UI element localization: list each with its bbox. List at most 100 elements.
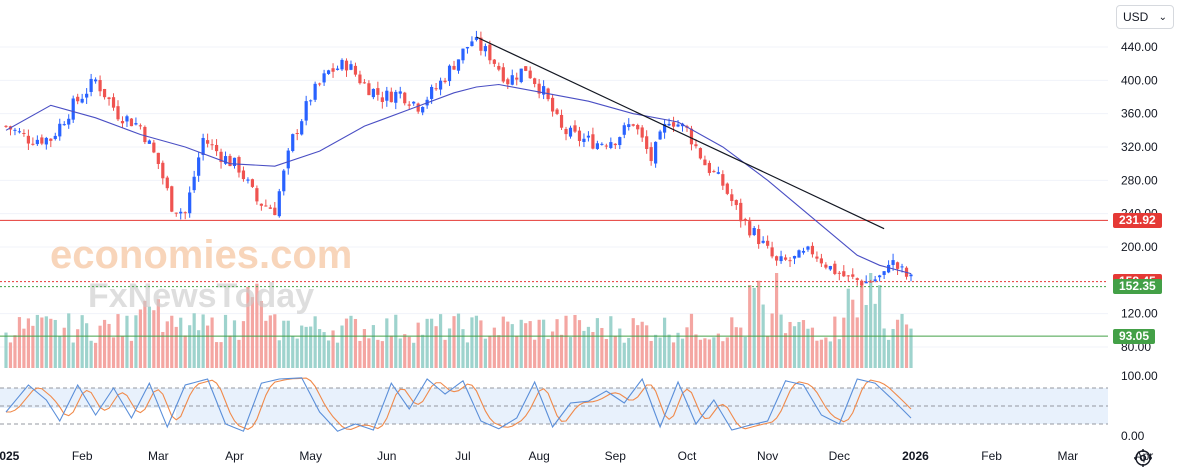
currency-selector[interactable]: USD ⌄	[1116, 5, 1174, 29]
stochastic-panel-mask	[0, 408, 176, 442]
candle	[264, 205, 268, 207]
x-tick-label: Jul	[455, 449, 470, 463]
volume-bar	[403, 334, 407, 368]
volume-bar	[255, 283, 259, 368]
volume-bar	[470, 317, 474, 368]
volume-bar	[904, 324, 909, 368]
volume-bar	[223, 314, 228, 368]
candle	[358, 74, 362, 84]
volume-bar	[134, 315, 138, 368]
candle	[380, 97, 384, 102]
candle	[568, 127, 573, 137]
volume-bar	[35, 314, 39, 368]
candle	[102, 88, 107, 98]
candle	[430, 86, 434, 99]
candle	[752, 228, 756, 236]
candles	[4, 30, 913, 288]
candle	[188, 192, 192, 214]
candle	[452, 65, 456, 70]
volume-bar	[694, 334, 698, 368]
stochastic-tick-label: 100.00	[1121, 369, 1158, 383]
volume-bar	[318, 329, 322, 368]
candle	[515, 77, 519, 80]
candle	[407, 104, 411, 106]
volume-bar	[806, 328, 810, 368]
candle	[837, 272, 841, 274]
volume-bar	[407, 336, 411, 368]
candle	[582, 138, 586, 143]
watermark-economies: economies.com	[50, 233, 352, 277]
volume-bar	[447, 328, 452, 368]
candle	[143, 126, 147, 143]
volume-bar	[394, 314, 398, 368]
volume-bar	[792, 326, 797, 368]
gear-icon[interactable]	[1132, 447, 1154, 469]
candle	[138, 125, 143, 127]
candle	[716, 172, 720, 174]
volume-bar	[416, 322, 420, 368]
candle	[761, 240, 765, 243]
candle	[501, 67, 505, 82]
volume-bar	[662, 317, 667, 368]
candle	[219, 151, 223, 163]
volume-bar	[358, 340, 362, 368]
volume-bar	[228, 335, 232, 368]
volume-bar	[519, 319, 523, 368]
candle	[223, 156, 228, 164]
candle	[94, 79, 98, 82]
candle	[770, 247, 774, 257]
moving-average	[5, 83, 912, 275]
volume-bar	[282, 320, 286, 368]
volume-bar	[559, 334, 564, 368]
candle	[649, 147, 653, 162]
candle	[241, 170, 246, 180]
volume-bar	[389, 335, 393, 368]
x-tick-label: Feb	[72, 449, 93, 463]
volume-bar	[241, 321, 246, 368]
volume-bar	[654, 334, 658, 368]
candle	[640, 127, 644, 138]
volume-bar	[842, 317, 846, 368]
volume-bar	[304, 326, 308, 368]
price-tick-label: 440.00	[1121, 40, 1158, 54]
volume-bar	[98, 325, 102, 368]
candle	[98, 80, 102, 92]
volume-bar	[582, 330, 586, 368]
x-tick-label: May	[299, 449, 322, 463]
volume-bar	[609, 316, 613, 368]
candle	[510, 75, 514, 85]
x-tick-label: Apr	[225, 449, 244, 463]
stochastic-d-line	[6, 377, 912, 431]
candle	[456, 59, 461, 71]
volume-bar	[766, 336, 770, 368]
volume-bar	[179, 317, 183, 368]
volume-bar	[734, 327, 738, 368]
candle	[214, 144, 219, 152]
candle	[524, 66, 528, 71]
candle	[609, 142, 613, 148]
candle	[604, 145, 608, 147]
volume-bar	[900, 313, 904, 368]
volume-bar	[85, 323, 89, 368]
candle	[40, 137, 44, 144]
candle	[156, 152, 160, 164]
candle	[895, 262, 900, 269]
watermark: economies.com FxNewsToday	[50, 233, 352, 315]
candle	[465, 47, 470, 49]
volume-bar	[860, 282, 864, 368]
volume-bar	[770, 313, 774, 368]
volume-bar	[430, 318, 434, 368]
candle	[479, 37, 483, 51]
volume-bar	[631, 318, 635, 368]
candle	[434, 88, 438, 90]
candle	[483, 46, 487, 52]
candle	[259, 203, 263, 206]
volume-bar	[165, 321, 169, 368]
candle	[739, 202, 743, 222]
candle	[340, 59, 344, 70]
stochastic-panel	[0, 377, 1108, 442]
candle	[703, 159, 707, 166]
volume-bar	[143, 300, 147, 368]
candle	[801, 250, 806, 253]
volume-bar	[120, 335, 125, 368]
